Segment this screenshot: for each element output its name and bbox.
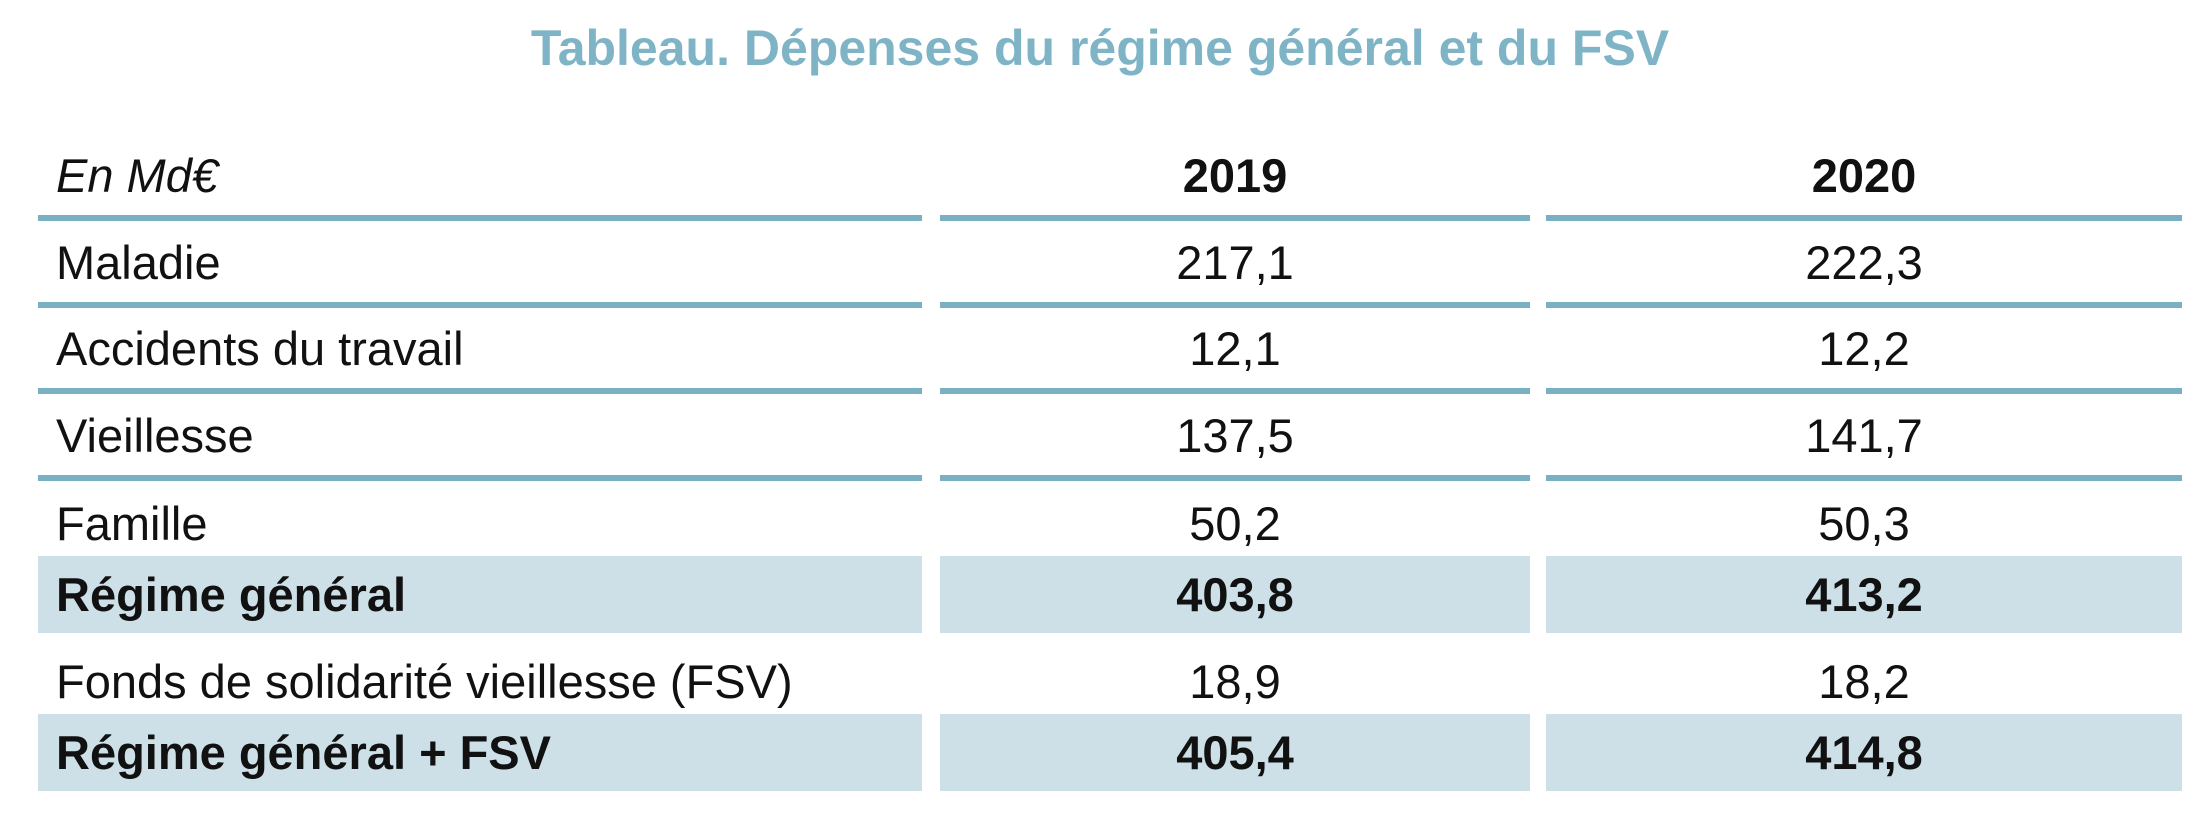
table-row-subtotal: Régime général 403,8 413,2 — [0, 556, 2200, 633]
row-label: Accidents du travail — [56, 322, 464, 375]
cell-2019: 18,9 — [1189, 655, 1281, 708]
cell-2019: 12,1 — [1189, 322, 1281, 375]
header-rule — [38, 215, 922, 221]
row-label: Régime général — [38, 556, 922, 633]
row-label: Famille — [56, 497, 208, 550]
row-rule — [38, 475, 922, 481]
row-label: Régime général + FSV — [38, 714, 922, 791]
table-header-row: En Md€ 2019 2020 — [0, 134, 2200, 221]
row-rule — [1546, 302, 2182, 308]
cell-2020: 12,2 — [1818, 322, 1910, 375]
cell-2019: 137,5 — [1176, 409, 1294, 462]
table-row-total: Régime général + FSV 405,4 414,8 — [0, 714, 2200, 791]
cell-2019: 217,1 — [1176, 236, 1294, 289]
unit-label: En Md€ — [56, 149, 218, 202]
table-row: Famille 50,2 50,3 — [0, 482, 2200, 566]
cell-2020: 50,3 — [1818, 497, 1910, 550]
row-rule — [38, 302, 922, 308]
cell-2020: 141,7 — [1805, 409, 1923, 462]
cell-2020: 222,3 — [1805, 236, 1923, 289]
cell-2020: 18,2 — [1818, 655, 1910, 708]
table-row: Accidents du travail 12,1 12,2 — [0, 307, 2200, 394]
row-rule — [940, 475, 1530, 481]
row-rule — [38, 388, 922, 394]
column-header-2019: 2019 — [1182, 149, 1288, 202]
row-rule — [940, 302, 1530, 308]
cell-2019: 405,4 — [940, 714, 1530, 791]
row-label: Maladie — [56, 236, 221, 289]
table-row: Fonds de solidarité vieillesse (FSV) 18,… — [0, 640, 2200, 724]
row-rule — [1546, 388, 2182, 394]
cell-2020: 414,8 — [1546, 714, 2182, 791]
row-label: Fonds de solidarité vieillesse (FSV) — [56, 655, 793, 708]
cell-2020: 413,2 — [1546, 556, 2182, 633]
row-rule — [940, 388, 1530, 394]
table-title: Tableau. Dépenses du régime général et d… — [530, 20, 1670, 76]
header-rule — [1546, 215, 2182, 221]
cell-2019: 403,8 — [940, 556, 1530, 633]
row-rule — [1546, 475, 2182, 481]
table-row: Vieillesse 137,5 141,7 — [0, 394, 2200, 481]
table-row: Maladie 217,1 222,3 — [0, 221, 2200, 308]
row-label: Vieillesse — [56, 409, 254, 462]
cell-2019: 50,2 — [1189, 497, 1281, 550]
column-header-2020: 2020 — [1811, 149, 1917, 202]
header-rule — [940, 215, 1530, 221]
